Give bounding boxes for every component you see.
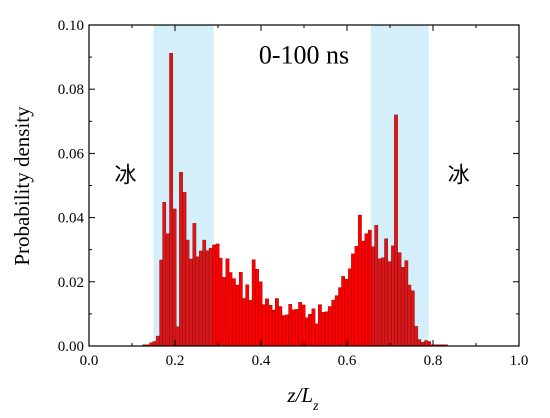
bar-33	[251, 259, 256, 347]
bar-67	[364, 233, 369, 347]
bar-14	[189, 258, 193, 347]
x-tick-label-3: 0.6	[338, 353, 357, 369]
bar-24	[222, 277, 226, 347]
bar-63	[351, 253, 355, 347]
bar-6	[162, 201, 167, 347]
bar-44	[288, 304, 293, 347]
annotations: 0-100 ns 冰 冰	[115, 41, 470, 188]
y-axis-title: Probability density	[10, 106, 34, 266]
bar-56	[327, 306, 332, 347]
bar-57	[331, 299, 336, 347]
y-tick-label-4: 0.08	[58, 82, 84, 98]
bar-34	[255, 269, 259, 347]
bar-30	[241, 298, 246, 347]
y-tick-label-0: 0.00	[58, 339, 84, 355]
bar-18	[202, 239, 207, 347]
bar-61	[344, 279, 349, 347]
bar-11	[179, 172, 183, 347]
ice-label-right: 冰	[448, 162, 470, 187]
bar-3	[152, 341, 157, 347]
bar-58	[334, 295, 339, 347]
bar-77	[397, 252, 402, 347]
bar-71	[377, 258, 382, 347]
bar-70	[374, 225, 379, 347]
bar-51	[311, 308, 316, 347]
axis-ticks	[88, 24, 520, 347]
bar-37	[265, 298, 269, 347]
bar-31	[245, 284, 250, 347]
y-tick-label-1: 0.02	[58, 275, 84, 291]
bar-48	[301, 304, 306, 347]
bar-20	[208, 247, 213, 347]
bar-4	[155, 335, 160, 347]
axis-tick-labels: 0.0 0.2 0.4 0.6 0.8 1.0 0.00 0.02 0.04 0.06 0.08 0.…	[58, 18, 529, 369]
bar-7	[165, 233, 170, 347]
bar-9	[172, 208, 177, 347]
bar-36	[261, 304, 266, 347]
x-axis-title-main: z/L	[286, 383, 313, 407]
bar-81	[410, 290, 415, 347]
bar-80	[407, 284, 412, 347]
bar-41	[278, 306, 283, 347]
x-tick-label-4: 0.8	[424, 353, 443, 369]
bar-16	[195, 256, 200, 347]
y-tick-label-2: 0.04	[58, 211, 85, 227]
bar-60	[341, 276, 345, 347]
bar-43	[284, 314, 289, 347]
bar-38	[268, 305, 273, 347]
y-tick-label-3: 0.06	[58, 146, 85, 162]
bar-46	[294, 309, 299, 347]
time-range-label: 0-100 ns	[259, 41, 349, 70]
bar-28	[235, 284, 240, 347]
bar-64	[354, 245, 359, 347]
y-tick-label-5: 0.10	[58, 18, 84, 34]
x-tick-label-5: 1.0	[510, 353, 529, 369]
bar-68	[367, 229, 372, 347]
bar-83	[417, 339, 422, 347]
bar-74	[387, 261, 392, 347]
x-axis-title: z/Lz	[286, 383, 319, 414]
x-tick-label-0: 0.0	[80, 353, 99, 369]
bar-10	[175, 326, 180, 347]
bar-26	[228, 272, 233, 347]
x-tick-label-1: 0.2	[166, 353, 185, 369]
bar-78	[401, 267, 405, 347]
bar-13	[185, 239, 190, 347]
bar-21	[212, 244, 216, 347]
bar-8	[169, 53, 173, 347]
bar-53	[318, 304, 322, 347]
x-axis-title-subscript: z	[312, 399, 319, 414]
x-tick-label-2: 0.4	[252, 353, 271, 369]
bar-23	[218, 257, 223, 347]
bar-76	[394, 114, 398, 347]
ice-label-left: 冰	[115, 162, 137, 187]
bar-40	[275, 298, 279, 347]
bar-66	[361, 240, 365, 347]
bar-27	[232, 278, 236, 347]
bar-54	[321, 312, 326, 347]
bar-47	[298, 302, 302, 347]
bar-17	[198, 250, 203, 347]
bar-50	[308, 314, 312, 347]
bar-86	[427, 341, 431, 347]
bar-73	[384, 238, 388, 347]
